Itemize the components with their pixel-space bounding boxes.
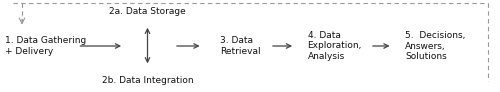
Text: 5.  Decisions,
Answers,
Solutions: 5. Decisions, Answers, Solutions bbox=[405, 31, 466, 61]
Text: 1. Data Gathering
+ Delivery: 1. Data Gathering + Delivery bbox=[5, 36, 86, 56]
Text: 4. Data
Exploration,
Analysis: 4. Data Exploration, Analysis bbox=[308, 31, 362, 61]
Text: 2b. Data Integration: 2b. Data Integration bbox=[102, 76, 194, 85]
Text: 3. Data
Retrieval: 3. Data Retrieval bbox=[220, 36, 260, 56]
Text: 2a. Data Storage: 2a. Data Storage bbox=[109, 7, 186, 16]
